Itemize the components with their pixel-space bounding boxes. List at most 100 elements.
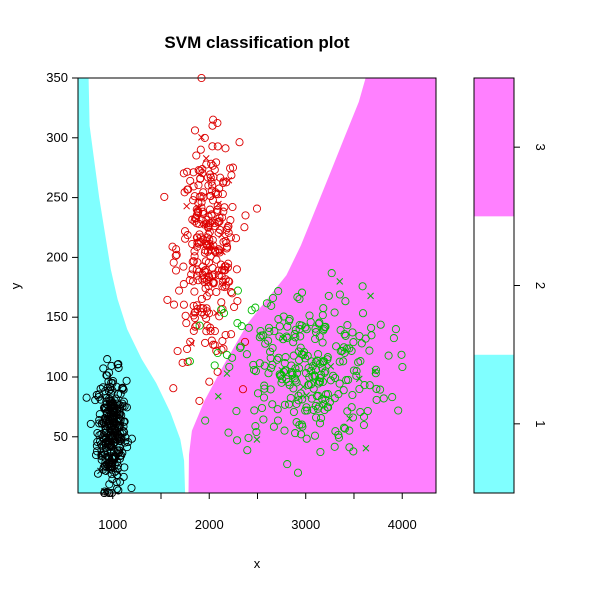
data-point bbox=[314, 377, 324, 386]
data-point bbox=[343, 321, 352, 330]
data-point bbox=[108, 462, 117, 471]
data-point bbox=[190, 287, 199, 296]
data-point bbox=[100, 414, 109, 423]
support-vector-point bbox=[183, 202, 191, 210]
data-point bbox=[308, 372, 317, 381]
data-point bbox=[289, 351, 298, 360]
data-point bbox=[240, 223, 249, 232]
data-point bbox=[106, 383, 115, 392]
data-point bbox=[189, 257, 198, 266]
support-vector-point bbox=[115, 469, 122, 477]
data-point bbox=[391, 325, 400, 334]
data-point bbox=[302, 434, 311, 443]
data-point bbox=[183, 344, 192, 354]
data-point bbox=[236, 343, 245, 352]
data-point bbox=[119, 422, 128, 431]
data-point bbox=[227, 171, 236, 180]
data-point bbox=[175, 286, 184, 295]
data-point bbox=[200, 266, 209, 275]
support-vector-point bbox=[195, 204, 203, 212]
data-point bbox=[296, 332, 305, 341]
data-point bbox=[335, 290, 344, 299]
y-tick-label: 300 bbox=[46, 130, 68, 145]
data-point bbox=[316, 447, 325, 457]
data-point bbox=[114, 363, 123, 372]
support-vector-point bbox=[198, 133, 205, 141]
data-point bbox=[342, 376, 351, 385]
data-point bbox=[311, 324, 320, 333]
data-point bbox=[326, 376, 335, 385]
y-tick-label: 250 bbox=[46, 190, 68, 205]
data-point bbox=[331, 373, 340, 382]
data-point bbox=[251, 303, 260, 312]
plot-area bbox=[78, 73, 436, 498]
data-point bbox=[179, 280, 188, 289]
data-point bbox=[212, 346, 221, 355]
data-point bbox=[221, 144, 230, 153]
data-point bbox=[321, 322, 330, 331]
data-point bbox=[172, 245, 181, 254]
support-vector-point bbox=[327, 363, 335, 370]
x-tick-label: 2000 bbox=[195, 517, 224, 532]
data-point bbox=[213, 207, 222, 216]
support-vector-point bbox=[223, 370, 231, 377]
data-point bbox=[280, 426, 289, 435]
data-point bbox=[208, 142, 217, 151]
data-point bbox=[244, 433, 253, 442]
data-point bbox=[306, 317, 315, 327]
data-point bbox=[106, 385, 115, 394]
data-point bbox=[365, 346, 374, 355]
data-point bbox=[288, 370, 297, 379]
data-point bbox=[297, 288, 307, 297]
region-class-3 bbox=[188, 78, 436, 493]
data-point bbox=[329, 371, 338, 380]
data-point bbox=[262, 299, 271, 308]
data-point bbox=[275, 332, 284, 341]
data-point bbox=[224, 428, 233, 437]
data-point bbox=[243, 446, 252, 455]
data-point bbox=[173, 346, 182, 356]
data-point bbox=[208, 263, 217, 272]
x-tick-label: 4000 bbox=[388, 517, 417, 532]
data-point bbox=[379, 394, 388, 403]
data-point bbox=[108, 475, 117, 484]
data-point bbox=[122, 376, 131, 385]
data-point bbox=[201, 284, 210, 293]
data-point bbox=[311, 365, 321, 374]
data-point bbox=[103, 371, 112, 380]
data-point bbox=[105, 399, 114, 408]
data-point bbox=[244, 323, 253, 332]
data-point bbox=[202, 304, 211, 313]
data-point bbox=[348, 328, 357, 337]
data-point bbox=[292, 418, 301, 427]
data-point bbox=[266, 385, 275, 394]
data-point bbox=[398, 362, 407, 372]
data-point bbox=[312, 392, 321, 401]
data-point bbox=[106, 445, 115, 454]
data-point bbox=[179, 169, 188, 178]
data-point bbox=[221, 330, 230, 340]
data-point bbox=[295, 420, 304, 429]
data-point bbox=[205, 219, 214, 228]
data-point bbox=[325, 397, 335, 407]
data-point bbox=[208, 121, 217, 130]
data-point bbox=[215, 213, 224, 222]
data-point bbox=[270, 327, 279, 336]
data-point bbox=[112, 484, 121, 493]
data-point bbox=[256, 326, 265, 336]
y-tick-label: 100 bbox=[46, 369, 68, 384]
data-point bbox=[232, 407, 241, 416]
data-point bbox=[257, 403, 267, 413]
data-point bbox=[324, 403, 333, 412]
data-point bbox=[340, 348, 349, 357]
data-point bbox=[273, 405, 282, 414]
data-point bbox=[212, 158, 221, 167]
data-point bbox=[355, 331, 364, 341]
support-vector-point bbox=[214, 392, 222, 400]
data-point bbox=[199, 188, 208, 197]
data-point bbox=[93, 437, 102, 446]
data-point bbox=[190, 247, 199, 256]
data-point bbox=[319, 304, 328, 313]
data-point bbox=[114, 431, 124, 440]
data-point bbox=[214, 228, 223, 237]
